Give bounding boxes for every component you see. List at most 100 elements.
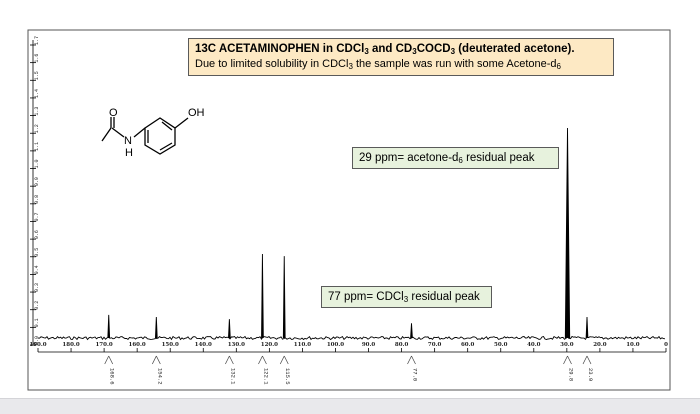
ring-inner-bond-3 [161,121,173,131]
peak-marker-right [229,355,234,365]
peak-marker-left [225,355,230,365]
acetone-peak-callout: 29 ppm= acetone-d6 residual peak [352,147,559,169]
left-scale-label: 0.4 [34,265,40,274]
left-scale-label: 0.1 [34,318,40,327]
x-axis-tick-label: 110.0 [294,342,311,348]
peak-marker-left [152,355,157,365]
peak-marker-left [407,355,412,365]
x-axis-tick-label: 180.0 [62,342,79,348]
left-scale-label: 1.2 [34,124,40,133]
cdcl3-peak-callout: 77 ppm= CDCl3 residual peak [321,286,492,308]
title-part: and CD [368,43,413,55]
x-axis-tick-label: 50.0 [494,342,508,348]
title-part: 13C ACETAMINOPHEN in CDCl [195,43,365,55]
peak-marker-left [258,355,263,365]
title-part: COCD [416,43,451,55]
x-axis-tick-label: 60.0 [461,342,475,348]
left-scale-label: 1.5 [34,71,40,80]
chart-title: 13C ACETAMINOPHEN in CDCl3 and CD3COCD3 … [195,41,607,57]
left-scale-label: 0.8 [34,195,40,204]
spectrum-peak [564,127,571,339]
benzene-ring [144,117,176,155]
x-axis-tick-label: 120.0 [261,342,278,348]
spectrum-peak [228,319,231,339]
methyl-bond [101,127,112,142]
x-axis-tick-label: 150.0 [162,342,179,348]
x-axis-tick-label: 0 [664,342,668,348]
x-axis-tick-label: 20.0 [593,342,607,348]
acetone-label: 29 ppm= acetone-d [359,152,459,164]
n-aryl-bond [133,127,146,138]
x-axis-tick-label: 40.0 [527,342,541,348]
title-subscript: 3 [412,47,417,56]
bottom-bar [0,398,700,414]
left-scale-label: 0.2 [34,301,40,310]
hydrogen-atom: H [125,147,133,159]
peak-marker-left [104,355,110,365]
peak-marker-right [156,355,161,365]
peak-marker-left [279,355,285,365]
amide-bond [111,127,125,138]
x-axis-tick-label: 90.0 [362,342,376,348]
spectrum-peak [261,253,264,339]
ring-inner-bond-1 [159,142,173,151]
cdcl3-label: 77 ppm= CDCl [328,291,404,303]
hydroxyl-label: OH [188,107,205,119]
peak-marker-left [563,355,568,365]
nitrogen-atom: N [124,135,132,147]
peak-value-label: 115.5 [284,368,291,385]
left-scale-label: 0.9 [34,177,40,186]
chart-frame [27,29,671,391]
x-axis-tick-label: 140.0 [195,342,212,348]
title-subscript: 3 [364,47,369,56]
peak-marker-right [108,355,114,365]
x-axis-tick-label: 160.0 [129,342,146,348]
hydroxyl-bond [174,117,189,129]
left-scale-label: 1.4 [34,89,40,98]
x-axis-tick-label: 70.0 [428,342,442,348]
left-scale-label: 0.0 [34,336,40,345]
peak-value-label: 132.1 [229,368,236,385]
peak-marker-right [567,355,572,365]
title-callout: 13C ACETAMINOPHEN in CDCl3 and CD3COCD3 … [188,38,614,76]
cdcl3-subscript: 3 [403,295,409,304]
peak-value-label: 168.6 [109,368,116,385]
oxygen-atom: O [109,107,118,119]
spectrum-baseline [37,335,666,341]
left-scale-label: 1.0 [34,160,40,169]
spectrum-peak [585,316,589,339]
acetone-subscript: 6 [458,156,463,165]
subtitle-subscript: 6 [556,62,561,71]
peak-marker-right [283,355,289,365]
left-scale-label: 1.1 [34,142,40,151]
subtitle-subscript: 3 [348,62,353,71]
spectrum-peak [282,256,286,339]
spectrum-peak [107,314,111,339]
peak-value-label: 122.1 [262,368,269,385]
peak-marker-right [262,355,267,365]
peak-marker-right [586,355,592,365]
title-subscript: 3 [450,47,456,56]
peak-value-label: 77.0 [411,368,418,381]
left-scale-label: 0.5 [34,248,40,257]
x-axis-tick-label: 10.0 [626,342,640,348]
x-axis-tick-label: 80.0 [395,342,409,348]
left-scale-label: 1.7 [34,36,40,45]
x-axis-tick-label: 30.0 [560,342,574,348]
left-scale-label: 0.3 [34,283,40,292]
x-axis-tick-label: 100.0 [327,342,344,348]
left-scale-label: 1.3 [34,107,40,116]
acetaminophen-structure: O N H OH [101,107,205,159]
acetone-label-end: residual peak [462,152,535,164]
x-axis-tick-label: 130.0 [228,342,245,348]
left-scale-label: 0.6 [34,230,40,239]
left-scale-label: 1.6 [34,54,40,63]
peak-value-label: 154.2 [156,368,163,385]
x-axis-tick-label: 190.0 [29,342,46,348]
title-part: (deuterated acetone). [455,43,575,55]
subtitle-part: Due to limited solubility in CDCl [195,58,349,70]
nmr-spectrum: 0.0 0.1 0.2 0.3 0.4 0.5 0.6 0.7 0.8 0.9 1.0 1.1 1.2 1… [27,29,671,391]
left-scale-label: 0.7 [34,212,40,221]
spectrum-peak [154,316,158,339]
